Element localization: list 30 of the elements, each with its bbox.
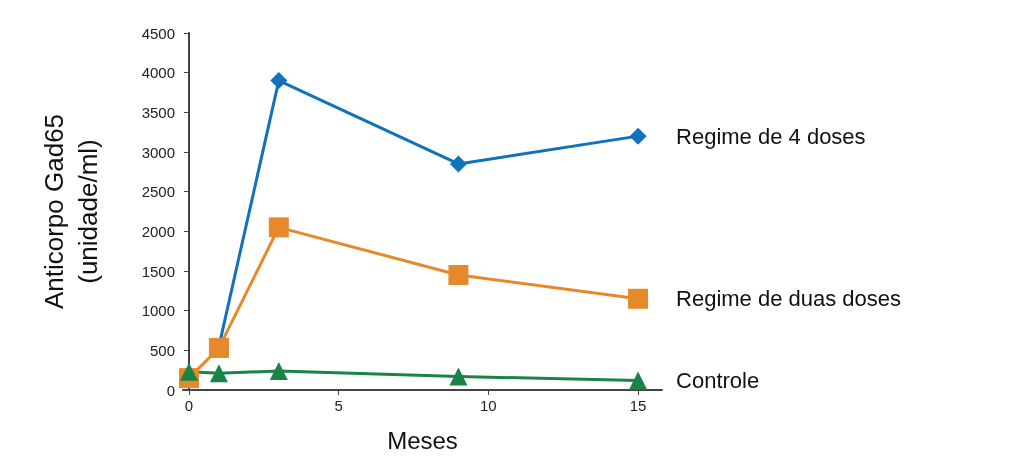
x-tick-label: 5 bbox=[334, 397, 343, 414]
y-tick-label: 0 bbox=[166, 381, 175, 399]
point bbox=[270, 72, 288, 90]
y-tick-label: 500 bbox=[149, 341, 175, 359]
y-tick-label: 2000 bbox=[141, 222, 175, 240]
point bbox=[269, 361, 288, 380]
point bbox=[449, 155, 467, 173]
point bbox=[449, 367, 468, 386]
point bbox=[209, 364, 228, 383]
y-tick-label: 2500 bbox=[141, 183, 175, 201]
x-tick-label: 0 bbox=[184, 397, 194, 414]
series-label: Regime de duas doses bbox=[676, 286, 902, 312]
x-axis-title: Meses bbox=[387, 426, 458, 454]
point bbox=[629, 127, 647, 145]
point bbox=[628, 288, 649, 309]
series-label: Controle bbox=[676, 367, 760, 393]
x-tick-label: 15 bbox=[629, 397, 647, 414]
y-tick-label: 3000 bbox=[141, 143, 175, 161]
point bbox=[629, 371, 648, 390]
point bbox=[268, 217, 289, 238]
y-tick-label: 4500 bbox=[141, 24, 175, 42]
series-label: Regime de 4 doses bbox=[676, 123, 866, 149]
y-tick-label: 1000 bbox=[141, 302, 175, 320]
y-tick-label: 4000 bbox=[141, 64, 175, 82]
y-tick-label: 3500 bbox=[141, 103, 175, 121]
y-axis-title: Anticorpo Gad65 (unidade/ml) bbox=[39, 113, 103, 310]
point bbox=[448, 264, 469, 285]
point bbox=[179, 362, 198, 381]
x-tick-label: 10 bbox=[480, 397, 497, 414]
y-tick-label: 1500 bbox=[141, 262, 175, 280]
